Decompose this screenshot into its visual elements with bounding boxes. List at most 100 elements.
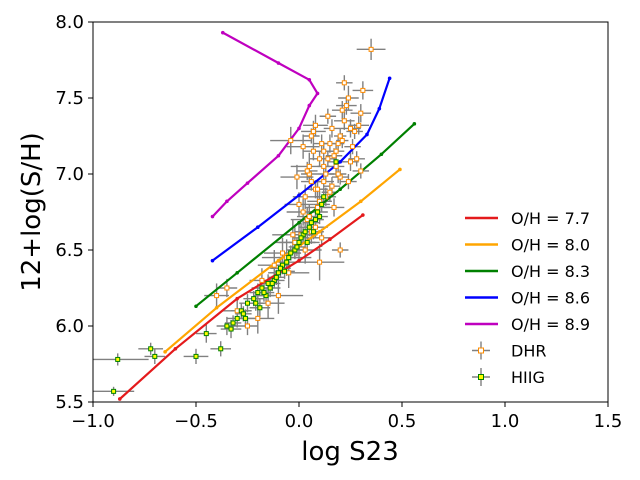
dhr-point [348, 159, 353, 165]
dhr-point [319, 141, 325, 147]
dhr-point [306, 214, 312, 220]
y-axis-label: 12+log(S/H) [17, 132, 47, 292]
dhr-point [290, 232, 296, 238]
x-axis-ticks: −1.0 −0.5 0.0 0.5 1.0 1.5 [71, 402, 622, 432]
hiig-point [152, 353, 158, 359]
curve-oh-86-node [365, 132, 369, 137]
y-tick-label: 6.0 [55, 316, 84, 337]
hiig-point [267, 285, 273, 291]
dhr-point [350, 144, 356, 150]
curve-oh-77 [119, 214, 364, 400]
x-tick-label: 0.0 [285, 411, 314, 432]
curve-oh-83-node [412, 122, 417, 126]
hiig-point [294, 244, 300, 250]
hiig-point [230, 320, 236, 326]
dhr-point [294, 174, 300, 180]
dhr-point [292, 239, 298, 245]
hiig-point [255, 290, 261, 296]
legend-label: DHR [511, 342, 546, 361]
dhr-point [325, 113, 331, 119]
dhr-point [341, 118, 347, 124]
hiig-point [273, 274, 279, 280]
curve-oh-80-node [398, 167, 402, 172]
hiig-point [261, 290, 267, 296]
y-tick-label: 7.0 [55, 164, 84, 185]
dhr-point [337, 133, 343, 139]
dhr-point [345, 95, 351, 101]
legend-label: O/H = 8.6 [511, 289, 590, 308]
dhr-point [358, 168, 364, 174]
hiig-point [224, 323, 230, 329]
dhr-point [275, 293, 281, 299]
legend-label: O/H = 8.0 [511, 236, 590, 255]
hiig-point [218, 346, 224, 352]
y-tick-label: 7.5 [55, 88, 84, 109]
dhr-point [358, 110, 364, 116]
y-tick-label: 5.5 [55, 392, 84, 413]
hiig-point [302, 229, 308, 235]
curve-oh-89-node [220, 30, 225, 35]
hiig-point [269, 280, 275, 286]
curve-oh-89-node [245, 181, 250, 185]
dhr-point [310, 148, 316, 154]
hiig-point [284, 259, 290, 265]
dhr-point [341, 80, 347, 86]
curve-oh-89-node [307, 77, 312, 82]
hiig-point [115, 356, 121, 362]
dhr-point [308, 179, 314, 185]
legend-label: HIIG [511, 368, 545, 387]
dhr-point [310, 128, 316, 134]
legend-label: O/H = 7.7 [511, 209, 590, 228]
dhr-point [339, 107, 345, 113]
curve-oh-89 [211, 31, 319, 218]
hiig-point [310, 229, 316, 235]
x-tick-label: −0.5 [174, 411, 218, 432]
dhr-point [271, 262, 277, 268]
hiig-point [275, 270, 281, 276]
hiig-point [277, 265, 283, 271]
hiig-point [304, 239, 310, 245]
hiig-point [242, 315, 248, 321]
dhr-point [300, 209, 306, 215]
dhr-point [368, 46, 374, 52]
dhr-point [255, 315, 261, 321]
dhr-point [331, 153, 337, 159]
dhr-point [331, 204, 337, 210]
curve-oh-89-node [276, 153, 281, 158]
x-tick-label: 1.0 [491, 411, 520, 432]
dhr-point [360, 87, 366, 93]
curve-oh-89-node [210, 214, 215, 219]
hiig-point [251, 296, 257, 302]
dhr-point [302, 194, 308, 200]
curve-oh-77-node [297, 258, 301, 263]
curve-oh-86-node [338, 160, 343, 164]
curve-oh-80-node [163, 350, 167, 354]
dhr-point [304, 168, 310, 174]
curve-oh-83-node [194, 304, 198, 309]
plot-frame [92, 21, 609, 403]
dhr-point [333, 163, 339, 169]
curve-oh-83-node [379, 152, 384, 157]
curve-oh-80-node [276, 258, 281, 263]
dhr-point [308, 133, 314, 139]
dhr-point [214, 293, 220, 299]
hiig-point [308, 220, 314, 226]
dhr-point [325, 156, 331, 162]
hiig-point [240, 311, 246, 317]
dhr-point [329, 125, 335, 131]
dhr-point [356, 122, 362, 128]
hiig-point [317, 214, 323, 220]
curve-oh-77-node [328, 237, 332, 242]
dhr-point [315, 186, 321, 192]
curve-oh-77-node [173, 347, 178, 351]
curve-oh-83-node [338, 187, 343, 191]
dhr-point [345, 179, 351, 185]
curve-oh-77-node [117, 397, 122, 401]
dhr-point [321, 179, 327, 185]
dhr-point [312, 224, 318, 230]
hiig-point [286, 255, 292, 261]
hiig-point [315, 209, 321, 215]
dhr-point [335, 141, 341, 147]
y-axis-ticks: 5.5 6.0 6.5 7.0 7.5 8.0 [55, 12, 93, 413]
